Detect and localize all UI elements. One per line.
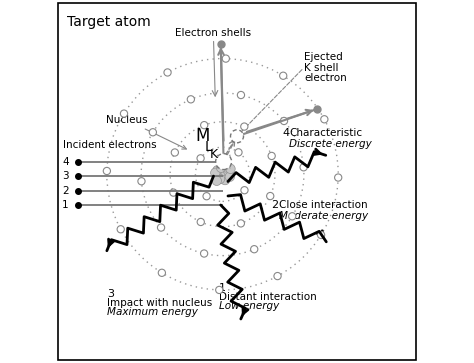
Circle shape (217, 163, 226, 172)
Circle shape (266, 192, 274, 200)
Circle shape (215, 174, 225, 184)
Circle shape (197, 219, 204, 225)
Circle shape (213, 166, 222, 175)
Circle shape (203, 193, 210, 200)
Text: Incident electrons: Incident electrons (64, 140, 157, 150)
Circle shape (197, 155, 204, 162)
Text: 2: 2 (62, 185, 69, 196)
Circle shape (120, 110, 128, 117)
Circle shape (216, 286, 223, 294)
Circle shape (170, 189, 177, 196)
Text: M: M (195, 127, 210, 145)
Circle shape (117, 226, 124, 233)
Text: Ejected: Ejected (304, 52, 343, 62)
Text: 2: 2 (271, 200, 279, 210)
Text: Maximum energy: Maximum energy (107, 307, 198, 317)
Text: 3: 3 (107, 289, 114, 299)
Text: Nucleus: Nucleus (106, 115, 186, 149)
Text: Impact with nucleus: Impact with nucleus (107, 298, 212, 307)
Text: 4: 4 (62, 156, 69, 167)
Text: 4: 4 (282, 128, 289, 138)
Circle shape (289, 213, 296, 220)
Circle shape (222, 55, 229, 62)
Circle shape (221, 163, 230, 172)
Circle shape (274, 273, 281, 280)
Circle shape (225, 172, 235, 182)
Text: 1: 1 (62, 200, 69, 210)
Circle shape (318, 231, 325, 238)
Circle shape (224, 167, 233, 176)
Text: K: K (210, 148, 218, 161)
Circle shape (237, 220, 245, 227)
Circle shape (235, 149, 242, 156)
Circle shape (335, 174, 342, 181)
Circle shape (157, 224, 164, 231)
Text: electron: electron (304, 73, 346, 83)
Circle shape (220, 175, 230, 185)
Circle shape (241, 187, 248, 194)
Text: Characteristic: Characteristic (290, 128, 363, 138)
Circle shape (187, 96, 194, 103)
Text: Low energy: Low energy (219, 301, 279, 311)
Text: Close interaction: Close interaction (279, 200, 367, 210)
Circle shape (164, 69, 171, 76)
Circle shape (149, 129, 156, 136)
Text: Discrete energy: Discrete energy (290, 139, 372, 148)
Circle shape (218, 170, 227, 179)
Circle shape (171, 149, 178, 156)
Circle shape (212, 176, 221, 185)
Text: Target atom: Target atom (67, 15, 151, 29)
Text: 1: 1 (219, 283, 226, 293)
Circle shape (321, 116, 328, 123)
Circle shape (201, 122, 208, 129)
FancyBboxPatch shape (58, 3, 416, 360)
Circle shape (268, 152, 275, 160)
Text: Distant interaction: Distant interaction (219, 292, 317, 302)
Text: 3: 3 (62, 171, 69, 181)
Circle shape (138, 178, 145, 185)
Text: K shell: K shell (304, 62, 338, 73)
Circle shape (241, 123, 248, 130)
Circle shape (210, 168, 220, 178)
Text: L: L (204, 140, 212, 154)
Circle shape (281, 117, 288, 125)
Circle shape (237, 91, 245, 99)
Circle shape (158, 269, 165, 276)
Circle shape (103, 167, 110, 175)
Text: Electron shells: Electron shells (175, 28, 252, 38)
Circle shape (216, 154, 232, 170)
Circle shape (251, 246, 258, 253)
Circle shape (226, 164, 235, 174)
Circle shape (300, 164, 307, 171)
Circle shape (280, 72, 287, 79)
Circle shape (230, 130, 244, 143)
Circle shape (201, 250, 208, 257)
Text: Moderate energy: Moderate energy (279, 211, 368, 221)
